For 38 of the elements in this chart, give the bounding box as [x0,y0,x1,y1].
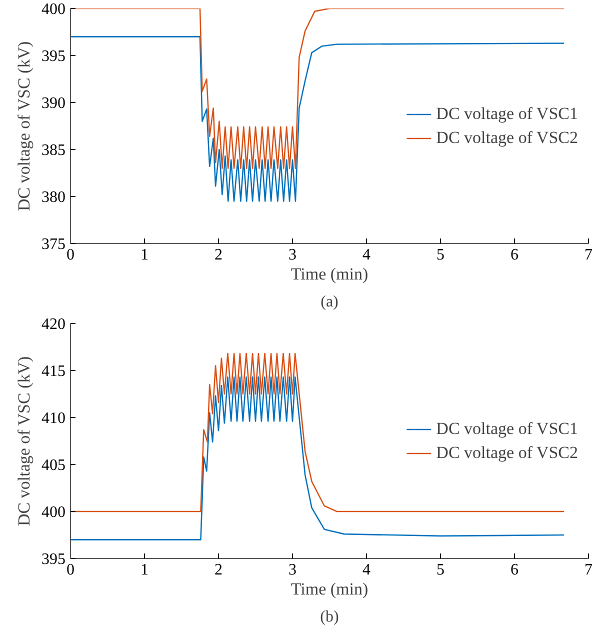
x-tick-label: 3 [288,246,296,264]
x-tick-label: 4 [362,562,370,578]
x-tick-label: 3 [288,562,296,578]
x-tick-label: 0 [66,246,74,264]
x-tick-label: 6 [510,246,518,264]
y-tick-label: 405 [42,457,66,474]
y-tick-label: 395 [42,48,66,65]
y-tick-label: 395 [42,551,66,568]
x-tick-label: 5 [436,562,444,578]
y-tick-label: 420 [42,316,66,333]
x-tick-label: 4 [362,246,370,264]
x-tick-label: 7 [584,562,592,578]
x-axis-title: Time (min) [290,580,368,598]
x-tick-label: 2 [214,246,222,264]
legend-label: DC voltage of VSC1 [436,104,578,124]
y-axis-title: DC voltage of VSC (kV) [14,356,34,526]
x-tick-label: 0 [66,562,74,578]
text: (a) [320,294,338,310]
x-tick-label: 6 [510,562,518,578]
y-axis-title: DC voltage of VSC (kV) [14,41,34,211]
x-tick-label: 1 [140,246,148,264]
x-tick-label: 5 [436,246,444,264]
y-tick-label: 375 [42,236,66,253]
text: (b) [320,608,339,626]
y-tick-label: 385 [42,142,66,159]
legend-label: DC voltage of VSC1 [436,418,578,438]
y-tick-label: 380 [42,189,66,206]
legend-label: DC voltage of VSC2 [436,128,578,148]
y-tick-label: 400 [42,1,66,18]
legend-label: DC voltage of VSC2 [436,442,578,462]
y-tick-label: 415 [42,363,66,380]
x-axis-title: Time (min) [290,264,368,284]
y-tick-label: 390 [42,95,66,112]
y-tick-label: 400 [42,504,66,521]
x-tick-label: 2 [214,562,222,578]
x-tick-label: 1 [140,562,148,578]
x-tick-label: 7 [584,246,592,264]
y-tick-label: 410 [42,410,66,427]
